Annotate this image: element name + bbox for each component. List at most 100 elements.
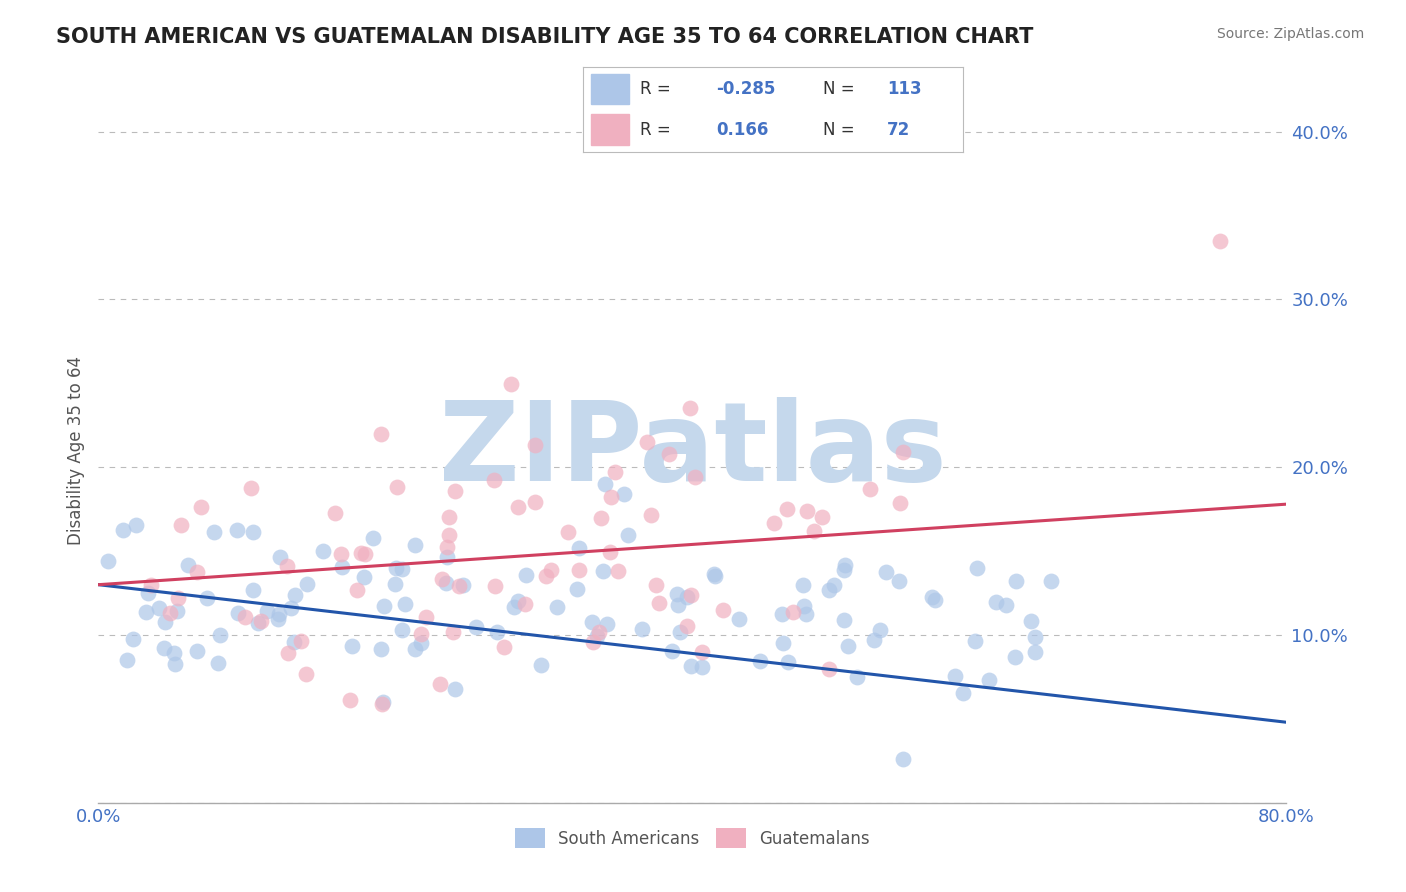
- Point: [202, 525, 225, 540]
- Point: [391, 561, 413, 575]
- Point: [770, 607, 793, 621]
- Point: [195, 591, 218, 605]
- Point: [283, 635, 305, 649]
- Point: [513, 597, 536, 611]
- Point: [384, 576, 406, 591]
- Point: [166, 591, 188, 605]
- Point: [994, 598, 1017, 612]
- Point: [159, 606, 181, 620]
- Point: [353, 570, 375, 584]
- Point: [404, 642, 426, 657]
- Point: [295, 577, 318, 591]
- Point: [834, 558, 856, 573]
- Point: [794, 607, 817, 621]
- Point: [889, 496, 911, 510]
- FancyBboxPatch shape: [591, 74, 628, 104]
- Point: [436, 540, 458, 554]
- Point: [523, 494, 546, 508]
- Point: [679, 401, 702, 415]
- Point: [690, 660, 713, 674]
- Point: [1004, 650, 1026, 665]
- Point: [339, 692, 361, 706]
- Point: [534, 569, 557, 583]
- Point: [451, 577, 474, 591]
- Point: [394, 597, 416, 611]
- Point: [977, 673, 1000, 687]
- Point: [832, 613, 855, 627]
- Point: [190, 500, 212, 515]
- Point: [862, 632, 884, 647]
- Point: [596, 617, 619, 632]
- Point: [540, 563, 562, 577]
- Point: [889, 574, 911, 588]
- Point: [782, 605, 804, 619]
- Point: [772, 636, 794, 650]
- Point: [557, 524, 579, 539]
- Point: [823, 578, 845, 592]
- Text: N =: N =: [823, 120, 855, 138]
- Point: [613, 487, 636, 501]
- Point: [763, 516, 786, 530]
- Point: [502, 599, 524, 614]
- Point: [776, 502, 799, 516]
- Point: [136, 585, 159, 599]
- Point: [373, 599, 395, 613]
- Point: [415, 609, 437, 624]
- Point: [340, 639, 363, 653]
- Y-axis label: Disability Age 35 to 64: Disability Age 35 to 64: [66, 356, 84, 545]
- Point: [683, 470, 706, 484]
- Point: [648, 596, 671, 610]
- Text: R =: R =: [641, 120, 671, 138]
- Point: [921, 590, 943, 604]
- Point: [371, 695, 394, 709]
- Point: [186, 565, 208, 579]
- Point: [280, 601, 302, 615]
- Point: [256, 604, 278, 618]
- Point: [242, 524, 264, 539]
- Point: [593, 477, 616, 491]
- Point: [675, 590, 697, 604]
- Point: [125, 517, 148, 532]
- Point: [666, 587, 689, 601]
- Point: [209, 628, 232, 642]
- Point: [599, 490, 621, 504]
- Point: [148, 601, 170, 615]
- Point: [163, 657, 186, 671]
- Point: [349, 546, 371, 560]
- Point: [728, 612, 751, 626]
- Text: N =: N =: [823, 80, 855, 98]
- Point: [135, 605, 157, 619]
- Text: Source: ZipAtlas.com: Source: ZipAtlas.com: [1216, 27, 1364, 41]
- Point: [354, 547, 377, 561]
- Point: [290, 634, 312, 648]
- Point: [1024, 645, 1046, 659]
- Point: [952, 686, 974, 700]
- Point: [669, 625, 692, 640]
- Point: [226, 606, 249, 620]
- Point: [567, 582, 589, 596]
- Point: [793, 599, 815, 613]
- Point: [617, 528, 640, 542]
- Point: [506, 500, 529, 514]
- Point: [1208, 234, 1230, 248]
- Point: [681, 588, 703, 602]
- Point: [586, 630, 609, 644]
- Point: [661, 644, 683, 658]
- Point: [391, 623, 413, 637]
- Point: [153, 641, 176, 656]
- Point: [692, 645, 714, 659]
- Point: [530, 657, 553, 672]
- Point: [676, 618, 699, 632]
- Point: [444, 484, 467, 499]
- Point: [269, 607, 291, 621]
- Point: [607, 564, 630, 578]
- Point: [444, 682, 467, 697]
- Point: [439, 510, 461, 524]
- Point: [361, 532, 384, 546]
- Point: [242, 582, 264, 597]
- Point: [679, 658, 702, 673]
- Point: [235, 610, 257, 624]
- Point: [429, 676, 451, 690]
- Point: [277, 646, 299, 660]
- Point: [155, 615, 177, 629]
